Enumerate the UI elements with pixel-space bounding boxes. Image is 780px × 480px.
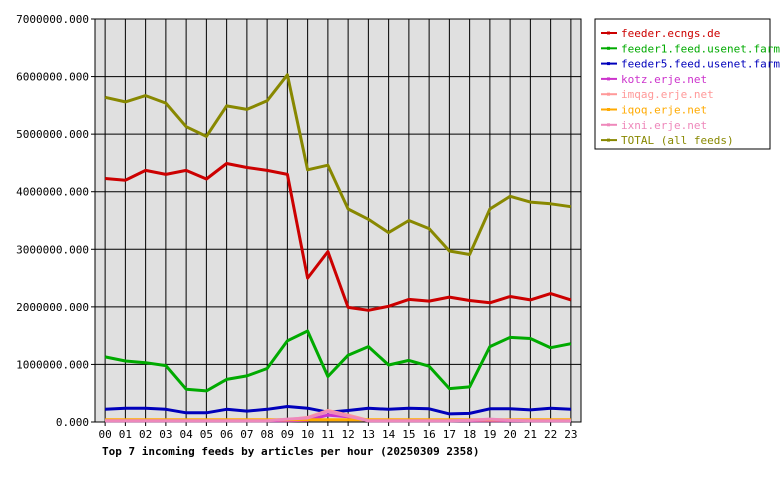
y-tick-label: 7000000.000 [16,13,89,26]
plot-area [94,18,582,423]
x-tick-label: 19 [483,428,496,441]
legend-marker [607,138,610,142]
y-tick-label: 1000000.000 [16,358,89,371]
x-tick-label: 07 [240,428,253,441]
y-tick-labels: 0.000 1000000.000 2000000.000 3000000.000 40… [16,13,89,429]
x-tick-label: 05 [200,428,213,441]
x-tick-label: 11 [321,428,334,441]
x-tick-label: 23 [564,428,577,441]
legend-entry: kotz.erje.net [621,73,707,86]
legend-entry: iqoq.erje.net [621,104,707,117]
legend-marker [607,31,610,35]
legend-entry: feeder1.feed.usenet.farm [621,42,780,55]
legend-box [594,18,771,150]
y-tick-label: 2000000.000 [16,301,89,314]
x-tick-label: 12 [342,428,355,441]
x-tick-label: 16 [423,428,436,441]
legend-marker [607,77,610,81]
x-tick-label: 21 [524,428,537,441]
legend-marker [607,123,610,127]
x-tick-label: 18 [463,428,476,441]
x-tick-label: 22 [544,428,557,441]
x-tick-label: 06 [220,428,233,441]
legend: feeder.ecngs.de feeder1.feed.usenet.farm f… [594,18,780,150]
y-tick-label: 6000000.000 [16,71,89,84]
series-lines [104,73,572,423]
x-tick-label: 08 [261,428,274,441]
legend-marker [607,46,610,50]
x-tick-label: 10 [301,428,314,441]
x-tick-label: 04 [180,428,194,441]
x-tick-label: 00 [99,428,112,441]
legend-entry: feeder.ecngs.de [621,27,720,40]
x-tick-labels: 00 01 02 03 04 05 06 07 08 09 10 11 12 13 14 15 16 17 18 19… [99,428,578,441]
x-tick-label: 15 [402,428,415,441]
legend-entry: feeder5.feed.usenet.farm [621,58,780,71]
legend-marker [607,92,610,96]
y-tick-label: 4000000.000 [16,186,89,199]
legend-marker [607,62,610,66]
x-tick-label: 13 [362,428,375,441]
series-line-feeder-ecngs-de [104,162,572,312]
chart-title: Top 7 incoming feeds by articles per hou… [102,445,480,458]
series-line-ixni-erje-net [105,410,571,423]
x-tick-label: 17 [443,428,456,441]
x-tick-label: 01 [119,428,132,441]
legend-entry: imqag.erje.net [621,88,714,101]
x-tick-label: 14 [382,428,396,441]
x-tick-label: 09 [281,428,294,441]
series-line-feeder1-feed-usenet-farm [104,329,572,393]
series-line-total-all-feeds [104,73,572,256]
legend-entry: TOTAL (all feeds) [621,134,734,147]
x-tick-label: 02 [139,428,152,441]
y-tick-label: 0.000 [56,416,89,429]
y-tick-label: 5000000.000 [16,128,89,141]
legend-entry: ixni.erje.net [621,119,707,132]
legend-marker [607,108,610,111]
x-tick-label: 03 [159,428,172,441]
x-tick-label: 20 [504,428,517,441]
y-tick-label: 3000000.000 [16,243,89,256]
